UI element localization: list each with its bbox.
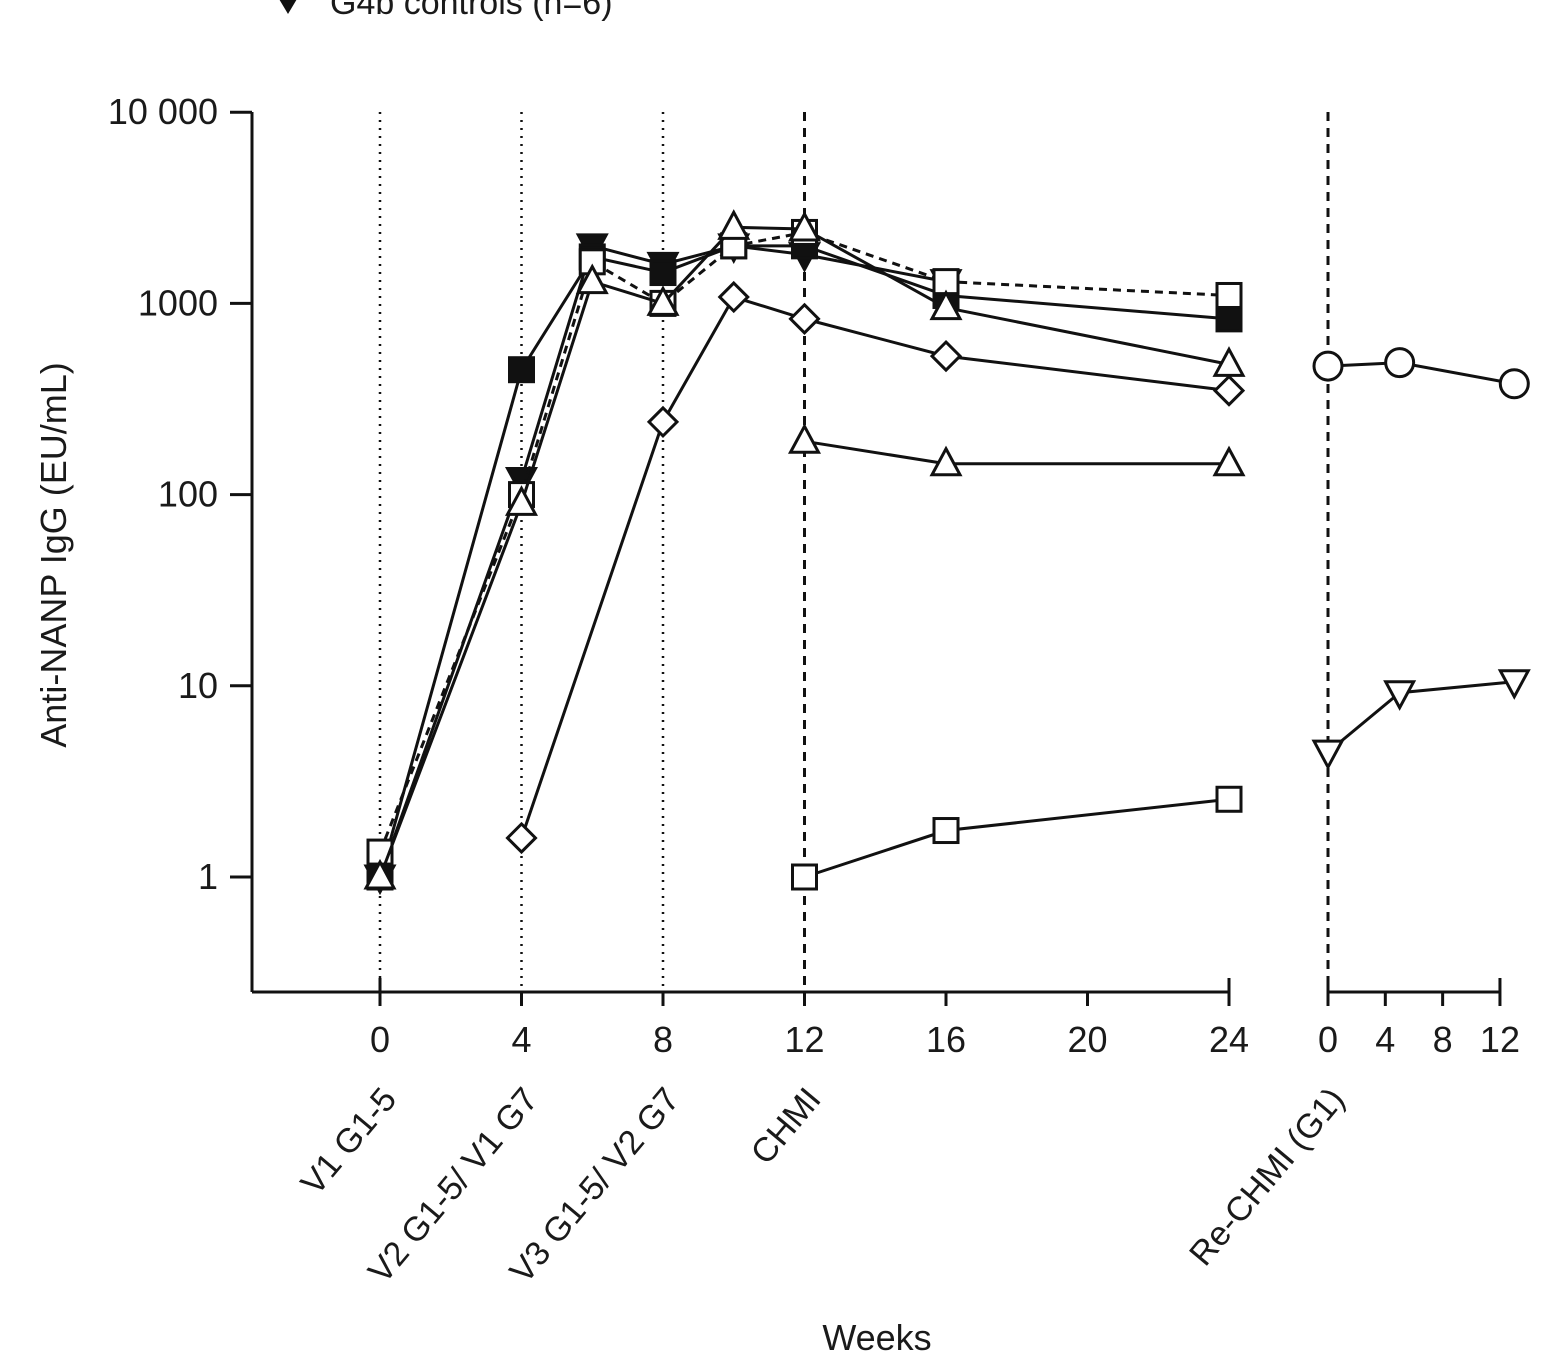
series-line [804,439,1229,466]
data-point-square-open [1215,785,1243,813]
data-point-square-open [932,817,960,845]
data-point-circle-open [1498,368,1530,400]
x-tick-label: 8 [1433,1019,1453,1060]
data-point-triangle-up-open [717,209,751,240]
x-tick-label: 24 [1209,1019,1249,1060]
series-line [378,230,1230,853]
data-point-circle-open [1312,350,1344,382]
data-point-triangle-up-open [787,423,822,454]
x-tick-label: 20 [1067,1019,1107,1060]
x-tick-label: 8 [653,1019,673,1060]
data-point-diamond-open [646,405,680,439]
series-6 [791,785,1243,891]
data-point-square-open [791,863,818,891]
data-point-triangle-up-open [1212,445,1246,477]
data-point-triangle-up-open [787,210,822,242]
x-tick-label: 4 [1375,1019,1395,1060]
series-5 [787,423,1246,477]
data-point-triangle-up-open [575,263,609,295]
series-8 [1311,669,1531,771]
series-line [1327,680,1515,754]
y-axis-title: Anti-NANP IgG (EU/mL) [33,362,74,747]
y-tick-label: 10 000 [108,91,218,132]
data-point-diamond-open [788,302,821,335]
data-point-triangle-down-open [1383,680,1417,711]
event-label: Re-CHMI (G1) [1182,1081,1352,1273]
series-line [520,295,1230,839]
data-point-square-filled [649,259,677,287]
event-label: V1 G1-5 [294,1081,405,1202]
data-point-triangle-up-open [929,289,963,321]
x-tick-label: 12 [784,1019,824,1060]
x-tick-label: 0 [370,1019,390,1060]
y-tick-label: 100 [158,474,218,515]
data-point-triangle-up-open [929,445,963,477]
series-line [1327,361,1515,386]
data-point-diamond-open [717,280,750,314]
data-point-triangle-up-open [504,485,539,516]
x-tick-label: 12 [1480,1019,1520,1060]
data-point-square-filled [1215,305,1243,333]
data-point-triangle-down-open [1311,739,1345,771]
data-point-triangle-up-open [646,285,680,316]
y-tick-label: 1 [198,856,218,897]
series-3 [363,209,1246,890]
series-7 [1312,347,1530,400]
data-point-triangle-down-open [1497,669,1531,700]
event-label: CHMI [744,1081,829,1172]
series-4 [505,280,1246,855]
data-point-square-filled [508,356,535,384]
x-axis-title: Weeks [822,1317,931,1358]
series-line [804,797,1230,879]
x-tick-label: 0 [1318,1019,1338,1060]
series-line [378,244,1230,878]
y-tick-label: 1000 [138,282,218,323]
data-point-triangle-up-open [363,858,397,890]
x-tick-label: 4 [511,1019,531,1060]
data-point-circle-open [1384,347,1416,379]
data-point-diamond-open [929,339,963,373]
series-layer [363,209,1531,896]
y-tick-label: 10 [178,665,218,706]
data-point-diamond-open [505,821,538,855]
x-tick-label: 16 [926,1019,966,1060]
legend-text: G4b controls (n=6) [330,0,613,22]
legend: G4b controls (n=6) [279,0,613,22]
data-point-square-open [1215,281,1243,309]
data-point-diamond-open [1212,374,1246,407]
series-line [378,225,1230,878]
legend-marker-triangle-down [279,0,297,14]
